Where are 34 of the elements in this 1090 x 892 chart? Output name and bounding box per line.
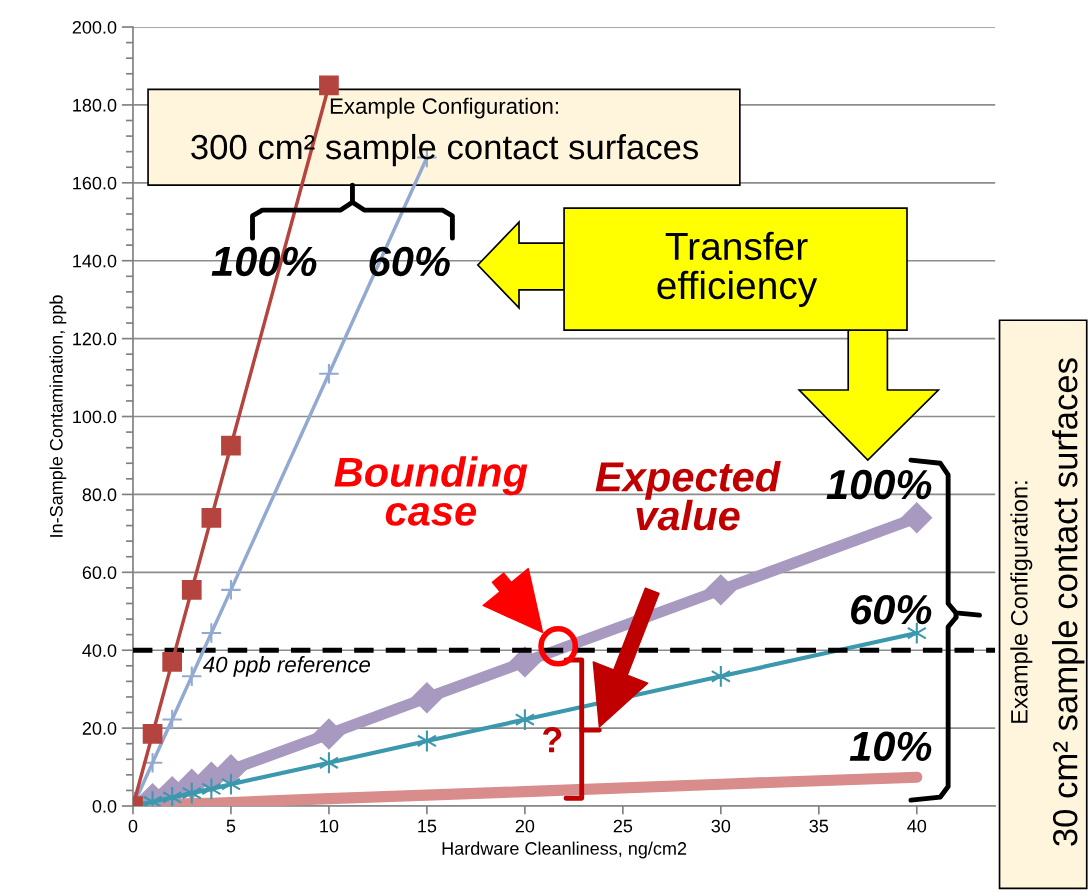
x-tick-label: 5	[226, 819, 236, 833]
y-tick-label: 120.0	[73, 332, 117, 346]
y-tick-label: 140.0	[73, 254, 117, 268]
x-tick-label: 0	[128, 819, 138, 833]
x-tick-label: 25	[613, 819, 633, 833]
annotation: Example Configuration:	[330, 97, 559, 119]
annotation: 100%	[826, 469, 932, 500]
y-tick-label: 180.0	[73, 98, 117, 112]
y-tick-label: 40.0	[82, 644, 117, 657]
annotation: Transfer efficiency	[657, 231, 818, 307]
y-tick-label: 60.0	[82, 566, 117, 580]
annotation: 10%	[849, 731, 932, 762]
x-axis-title: Hardware Cleanliness, ng/cm2	[442, 841, 687, 859]
annotation: ?	[542, 727, 562, 753]
y-tick-label: 200.0	[72, 20, 117, 34]
y-tick-label: 100.0	[73, 410, 117, 424]
x-tick-label: 35	[809, 819, 829, 833]
x-tick-label: 20	[515, 819, 535, 833]
annotation: Bounding case	[334, 456, 528, 526]
annotation: Expected value	[595, 461, 781, 531]
annotation: 60%	[369, 246, 450, 277]
y-tick-label: 20.0	[82, 722, 117, 735]
y-axis-title: In-Sample Contamination, ppb	[49, 295, 67, 537]
x-tick-label: 40	[907, 819, 927, 833]
x-tick-label: 10	[320, 819, 339, 833]
text: 30 cm² sample contact surfaces	[1052, 358, 1085, 846]
y-tick-label: 80.0	[82, 488, 117, 502]
x-tick-label: 30	[711, 819, 731, 833]
y-tick-label: 0.0	[92, 799, 117, 813]
y-tick-label: 160.0	[73, 176, 117, 190]
annotation: 60%	[851, 594, 932, 625]
ref-line-label: 40 ppb reference	[202, 656, 371, 677]
x-tick-label: 15	[418, 819, 437, 833]
text: Example Configuration:	[1010, 481, 1033, 723]
